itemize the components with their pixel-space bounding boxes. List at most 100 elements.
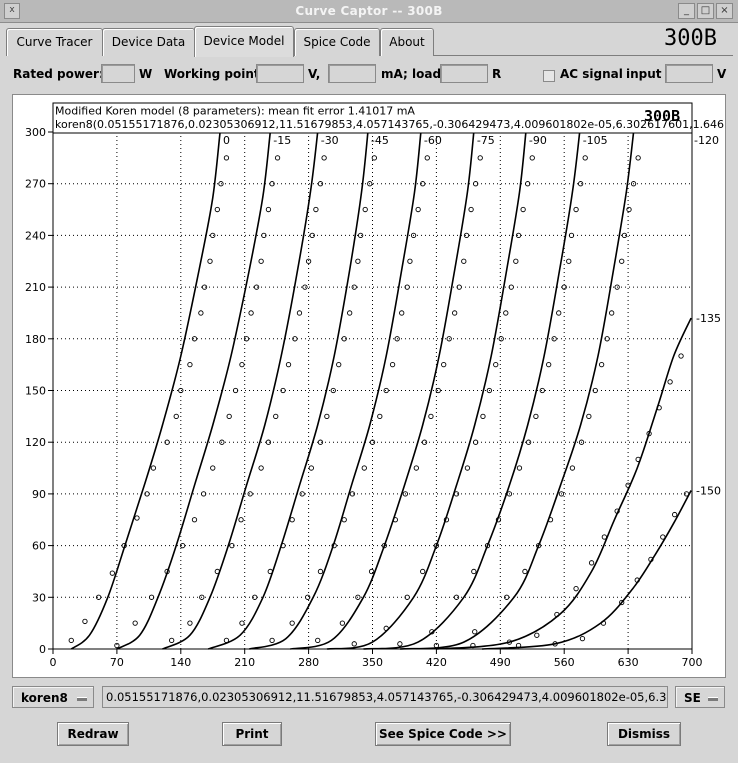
measured-point <box>253 284 260 290</box>
ac-signal-checkbox[interactable] <box>543 70 555 82</box>
measured-point <box>200 491 207 497</box>
measured-point <box>267 568 273 575</box>
model-select[interactable]: koren8 <box>12 686 94 708</box>
measured-point <box>480 413 486 419</box>
measured-point <box>453 594 460 600</box>
measured-point <box>428 413 434 419</box>
model-select-arrow-icon <box>77 697 87 701</box>
measured-point <box>229 542 235 549</box>
x-tick-label: 420 <box>426 656 447 669</box>
measured-point <box>109 570 115 576</box>
measured-point <box>377 413 383 419</box>
measured-point <box>573 586 579 592</box>
series-label: -15 <box>273 134 291 147</box>
close-icon[interactable]: × <box>716 3 733 19</box>
tab-device-model[interactable]: Device Model <box>194 26 294 57</box>
measured-point <box>95 594 102 600</box>
measured-point <box>285 361 292 368</box>
minimize-icon[interactable]: _ <box>678 3 695 19</box>
measured-point <box>534 632 540 638</box>
measured-point <box>381 542 388 549</box>
tab-spice-code[interactable]: Spice Code <box>294 28 380 56</box>
measured-point <box>292 336 298 342</box>
measured-point <box>317 439 324 445</box>
measured-point <box>321 155 327 161</box>
measured-point <box>248 310 254 316</box>
measured-point <box>265 206 272 213</box>
measured-point <box>187 620 193 626</box>
print-button[interactable]: Print <box>222 722 282 746</box>
measured-point <box>463 232 470 239</box>
ac-input-field[interactable] <box>665 64 713 83</box>
y-tick-label: 60 <box>32 540 46 553</box>
measured-point <box>210 232 216 239</box>
measured-point <box>199 594 205 600</box>
measured-point <box>361 465 367 471</box>
load-input[interactable] <box>440 64 488 83</box>
measured-point <box>452 310 458 316</box>
measured-point <box>525 181 531 187</box>
mode-select[interactable]: SE <box>675 686 725 708</box>
measured-point <box>588 560 595 566</box>
measured-point <box>134 515 140 521</box>
maximize-icon[interactable]: □ <box>697 3 714 19</box>
measured-point <box>635 456 641 463</box>
tab-curve-tracer[interactable]: Curve Tracer <box>6 28 103 56</box>
series-label: -90 <box>529 134 547 147</box>
measured-point <box>461 258 467 264</box>
dismiss-button[interactable]: Dismiss <box>607 722 681 746</box>
model-curve-5 <box>290 131 475 650</box>
model-curve-2 <box>162 131 319 650</box>
measured-point <box>150 465 157 471</box>
y-tick-label: 120 <box>25 436 46 449</box>
measured-point <box>473 439 479 445</box>
measured-point <box>508 284 514 290</box>
measured-point <box>207 258 213 264</box>
measured-point <box>600 620 607 626</box>
measured-point <box>435 387 441 394</box>
measured-point <box>397 641 403 647</box>
window-menu-icon[interactable]: x <box>4 3 20 19</box>
measured-point <box>349 491 356 497</box>
measured-point <box>582 155 588 161</box>
measured-point <box>660 534 666 540</box>
see-spice-code-button[interactable]: See Spice Code >> <box>375 722 511 746</box>
measured-point <box>506 639 513 645</box>
redraw-button[interactable]: Redraw <box>57 722 129 746</box>
wp-voltage-input[interactable] <box>256 64 304 83</box>
measured-point <box>178 387 184 394</box>
measured-point <box>421 439 428 445</box>
measured-point <box>413 465 419 471</box>
measured-point <box>556 310 562 316</box>
y-tick-label: 210 <box>25 281 46 294</box>
x-tick-label: 700 <box>682 656 703 669</box>
measured-point <box>634 577 640 583</box>
tab-device-data[interactable]: Device Data <box>102 28 195 56</box>
bottom-panel: koren8 0.05155171876,0.02305306912,11.51… <box>0 684 738 763</box>
measured-point <box>269 181 275 187</box>
model-parameters-field[interactable]: 0.05155171876,0.02305306912,11.51679853,… <box>102 686 668 708</box>
series-label: -135 <box>696 312 721 325</box>
measured-point <box>630 181 637 187</box>
measured-point <box>258 258 264 264</box>
measured-point <box>355 594 361 600</box>
measured-point <box>399 310 405 316</box>
measured-point <box>535 542 542 549</box>
wp-current-input[interactable] <box>328 64 376 83</box>
measured-point <box>144 491 150 497</box>
measured-point <box>164 568 170 575</box>
measured-point <box>305 258 312 264</box>
x-tick-label: 350 <box>362 656 383 669</box>
measured-point <box>261 232 267 239</box>
load-unit: R <box>492 67 502 81</box>
rated-power-input[interactable] <box>101 64 135 83</box>
measured-point <box>68 637 74 644</box>
tab-about[interactable]: About <box>380 28 434 56</box>
measured-point <box>586 413 592 419</box>
measured-point <box>223 155 230 161</box>
measured-point <box>554 611 560 618</box>
measured-point <box>336 361 342 368</box>
measured-point <box>331 542 337 549</box>
measured-point <box>433 642 440 649</box>
measured-point <box>351 284 357 290</box>
